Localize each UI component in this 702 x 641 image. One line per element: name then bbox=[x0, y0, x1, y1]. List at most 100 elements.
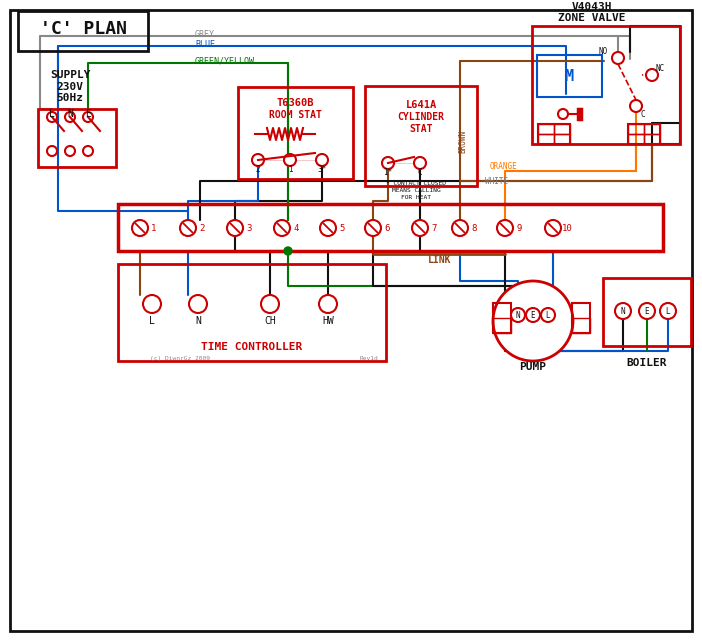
Bar bbox=[238, 87, 353, 179]
Circle shape bbox=[412, 220, 428, 236]
Bar bbox=[628, 124, 644, 134]
Text: TIME CONTROLLER: TIME CONTROLLER bbox=[201, 342, 303, 352]
Circle shape bbox=[83, 146, 93, 156]
Circle shape bbox=[284, 154, 296, 166]
Text: E: E bbox=[85, 109, 91, 119]
Text: LINK: LINK bbox=[428, 255, 452, 265]
Bar bbox=[603, 278, 691, 346]
Bar bbox=[493, 318, 511, 333]
Text: NO: NO bbox=[599, 47, 608, 56]
Bar bbox=[628, 134, 644, 144]
Text: C: C bbox=[641, 110, 645, 119]
Circle shape bbox=[526, 308, 540, 322]
Text: 'C' PLAN: 'C' PLAN bbox=[39, 20, 126, 38]
Circle shape bbox=[319, 295, 337, 313]
Text: GREEN/YELLOW: GREEN/YELLOW bbox=[195, 56, 255, 65]
Circle shape bbox=[660, 303, 676, 319]
Text: 2: 2 bbox=[199, 224, 205, 233]
Text: M: M bbox=[564, 69, 574, 83]
Text: 1*: 1* bbox=[383, 167, 392, 176]
Text: 10: 10 bbox=[562, 224, 572, 233]
Circle shape bbox=[511, 308, 525, 322]
Text: L: L bbox=[665, 306, 670, 315]
Circle shape bbox=[630, 100, 642, 112]
Text: 3*: 3* bbox=[317, 165, 326, 174]
Text: BOILER: BOILER bbox=[627, 358, 667, 368]
Circle shape bbox=[558, 109, 568, 119]
Circle shape bbox=[639, 303, 655, 319]
Circle shape bbox=[284, 247, 292, 255]
Text: 6: 6 bbox=[384, 224, 390, 233]
Bar bbox=[572, 318, 590, 333]
Text: N: N bbox=[195, 316, 201, 326]
Circle shape bbox=[452, 220, 468, 236]
Text: WHITE: WHITE bbox=[485, 176, 508, 185]
Bar bbox=[538, 134, 554, 144]
Circle shape bbox=[261, 295, 279, 313]
Text: V4043H: V4043H bbox=[571, 2, 612, 12]
Bar bbox=[493, 303, 511, 333]
Text: NC: NC bbox=[656, 63, 665, 72]
Text: CH: CH bbox=[264, 316, 276, 326]
Text: 50Hz: 50Hz bbox=[56, 93, 84, 103]
Circle shape bbox=[316, 154, 328, 166]
Text: HW: HW bbox=[322, 316, 334, 326]
Text: E: E bbox=[531, 310, 536, 319]
Circle shape bbox=[612, 52, 624, 64]
Text: C: C bbox=[418, 167, 423, 176]
Circle shape bbox=[541, 308, 555, 322]
Circle shape bbox=[132, 220, 148, 236]
Bar bbox=[18, 11, 148, 51]
Text: 3: 3 bbox=[246, 224, 252, 233]
Text: 1: 1 bbox=[152, 224, 157, 233]
Circle shape bbox=[227, 220, 243, 236]
Text: N: N bbox=[516, 310, 520, 319]
Circle shape bbox=[274, 220, 290, 236]
Text: L: L bbox=[545, 310, 550, 319]
Text: FOR HEAT: FOR HEAT bbox=[401, 194, 431, 199]
Text: Rev1d: Rev1d bbox=[360, 356, 379, 360]
Circle shape bbox=[365, 220, 381, 236]
Bar bbox=[38, 109, 116, 167]
Circle shape bbox=[414, 157, 426, 169]
Bar bbox=[554, 124, 570, 134]
Circle shape bbox=[180, 220, 196, 236]
Circle shape bbox=[493, 281, 573, 361]
Circle shape bbox=[143, 295, 161, 313]
Bar bbox=[365, 86, 477, 186]
Text: L641A: L641A bbox=[405, 100, 437, 110]
Text: L: L bbox=[149, 316, 155, 326]
Text: 4: 4 bbox=[293, 224, 298, 233]
Bar bbox=[537, 55, 602, 97]
Text: 8: 8 bbox=[471, 224, 477, 233]
Text: 230V: 230V bbox=[56, 82, 84, 92]
Circle shape bbox=[646, 69, 658, 81]
Text: ORANGE: ORANGE bbox=[490, 162, 518, 171]
Circle shape bbox=[65, 146, 75, 156]
Text: 5: 5 bbox=[339, 224, 345, 233]
Text: * CONTACT CLOSED: * CONTACT CLOSED bbox=[386, 181, 446, 185]
Text: CYLINDER: CYLINDER bbox=[397, 112, 444, 122]
Text: 7: 7 bbox=[431, 224, 437, 233]
Text: N: N bbox=[621, 306, 625, 315]
Text: 2: 2 bbox=[256, 165, 260, 174]
Text: BLUE: BLUE bbox=[195, 40, 215, 49]
Text: 9: 9 bbox=[516, 224, 522, 233]
Circle shape bbox=[497, 220, 513, 236]
Bar bbox=[532, 26, 680, 144]
Bar bbox=[118, 264, 386, 361]
Bar bbox=[538, 124, 554, 134]
Text: ROOM STAT: ROOM STAT bbox=[269, 110, 322, 120]
Bar bbox=[644, 124, 660, 134]
Circle shape bbox=[615, 303, 631, 319]
Circle shape bbox=[47, 112, 57, 122]
Bar bbox=[538, 124, 570, 144]
Text: ZONE VALVE: ZONE VALVE bbox=[558, 13, 625, 23]
Text: E: E bbox=[644, 306, 649, 315]
Bar bbox=[572, 303, 590, 333]
Bar bbox=[118, 204, 663, 251]
Text: 1: 1 bbox=[288, 165, 292, 174]
Bar bbox=[644, 134, 660, 144]
Circle shape bbox=[252, 154, 264, 166]
Bar bbox=[628, 124, 660, 144]
